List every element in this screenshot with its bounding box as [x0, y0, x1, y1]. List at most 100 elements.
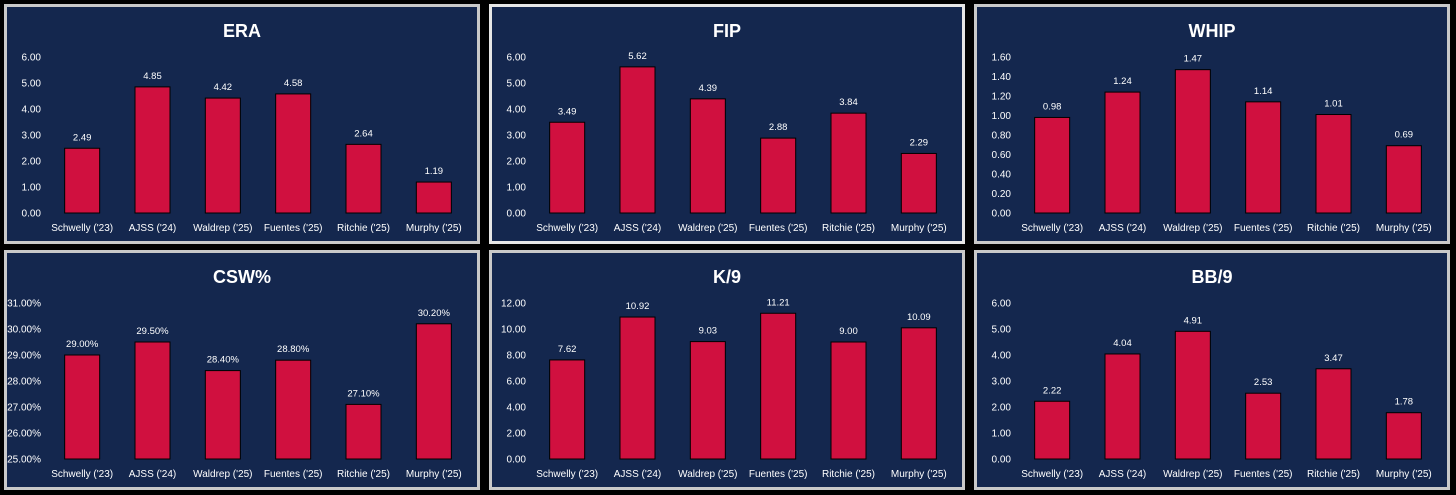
y-tick-label: 4.00 [992, 351, 1012, 362]
y-tick-label: 0.00 [507, 209, 527, 220]
bar [619, 316, 656, 460]
data-label: 7.62 [558, 344, 577, 355]
data-label: 9.00 [839, 326, 858, 337]
x-tick-label: Murphy ('25) [406, 469, 462, 480]
data-label: 4.42 [214, 82, 233, 93]
data-label: 2.22 [1043, 385, 1062, 396]
x-tick-label: AJSS ('24) [614, 223, 661, 234]
bar [204, 97, 241, 214]
y-tick-label: 8.00 [507, 351, 527, 362]
y-tick-label: 1.20 [992, 92, 1012, 103]
data-label: 11.21 [767, 297, 790, 308]
x-tick-label: Waldrep ('25) [1163, 223, 1222, 234]
y-tick-label: 29.00% [7, 351, 41, 362]
chart-title: FIP [712, 21, 741, 41]
y-tick-label: 25.00% [7, 455, 41, 466]
data-label: 4.85 [143, 71, 162, 82]
y-tick-label: 0.40 [992, 170, 1012, 181]
chart-panel-k9: K/9 0.00 2.00 4.00 6.00 8.00 10.00 12.00 7.62 Sc… [489, 250, 965, 490]
data-label: 28.80% [277, 344, 310, 355]
bar [689, 98, 726, 214]
x-tick-label: AJSS ('24) [614, 469, 661, 480]
bar [900, 152, 937, 214]
data-label: 4.58 [284, 78, 303, 89]
data-label: 30.20% [418, 308, 451, 319]
data-label: 3.84 [839, 97, 858, 108]
chart-svg: 0.00 0.20 0.40 0.60 0.80 1.00 1.20 1.40 1.60 0.98… [992, 53, 1432, 235]
y-tick-label: 3.00 [507, 131, 527, 142]
y-tick-label: 1.00 [507, 183, 527, 194]
y-tick-label: 4.00 [22, 105, 42, 116]
y-tick-label: 6.00 [22, 53, 42, 64]
x-tick-label: Schwelly ('23) [1021, 469, 1083, 480]
chart-title: CSW% [213, 267, 271, 287]
x-tick-label: Waldrep ('25) [193, 223, 252, 234]
data-label: 4.39 [699, 83, 718, 94]
x-tick-label: Schwelly ('23) [536, 223, 598, 234]
data-label: 3.47 [1324, 353, 1343, 364]
chart-panel-whip: WHIP 0.00 0.20 0.40 0.60 0.80 1.00 1.20 1.40 1.6… [974, 4, 1450, 244]
x-tick-label: Waldrep ('25) [193, 469, 252, 480]
y-tick-label: 2.00 [507, 157, 527, 168]
bar [275, 93, 312, 214]
data-label: 28.40% [207, 355, 240, 366]
data-label: 1.78 [1395, 397, 1414, 408]
x-tick-label: Fuentes ('25) [264, 469, 323, 480]
x-tick-label: Fuentes ('25) [749, 223, 808, 234]
y-tick-label: 5.00 [992, 325, 1012, 336]
chart-panel-csw: CSW% 25.00% 26.00% 27.00% 28.00% 29.00% 30.00… [4, 250, 480, 490]
bar [64, 354, 101, 460]
bar [1034, 400, 1071, 460]
bar [415, 181, 452, 214]
x-tick-label: Schwelly ('23) [1021, 223, 1083, 234]
x-tick-label: Ritchie ('25) [822, 223, 875, 234]
bar [64, 147, 101, 214]
y-tick-label: 26.00% [7, 429, 41, 440]
bar [275, 359, 312, 460]
y-tick-label: 0.00 [22, 209, 42, 220]
y-tick-label: 2.00 [992, 403, 1012, 414]
data-label: 2.49 [73, 132, 92, 143]
y-tick-label: 0.60 [992, 150, 1012, 161]
data-label: 1.19 [425, 166, 444, 177]
chart-title: WHIP [1188, 21, 1236, 41]
y-tick-label: 0.00 [507, 455, 527, 466]
data-label: 4.04 [1113, 338, 1132, 349]
data-label: 0.69 [1395, 130, 1414, 141]
data-label: 3.49 [558, 106, 577, 117]
chart-panel-fip: FIP 0.00 1.00 2.00 3.00 4.00 5.00 6.00 3.49 Schw… [489, 4, 965, 244]
y-tick-label: 3.00 [992, 377, 1012, 388]
y-tick-label: 1.00 [992, 111, 1012, 122]
y-tick-label: 28.00% [7, 377, 41, 388]
data-label: 2.29 [910, 137, 929, 148]
bar [1034, 116, 1071, 214]
x-tick-label: Ritchie ('25) [1307, 469, 1360, 480]
x-tick-label: AJSS ('24) [1099, 469, 1146, 480]
x-tick-label: Ritchie ('25) [337, 469, 390, 480]
chart-title: K/9 [712, 267, 741, 287]
data-label: 2.53 [1254, 377, 1273, 388]
y-tick-label: 2.00 [22, 157, 42, 168]
bar [1245, 392, 1282, 460]
y-tick-label: 27.00% [7, 403, 41, 414]
x-tick-label: Fuentes ('25) [264, 223, 323, 234]
chart-svg: 0.00 1.00 2.00 3.00 4.00 5.00 6.00 2.49 Schwelly… [22, 53, 462, 235]
y-tick-label: 10.00 [501, 325, 526, 336]
data-label: 29.50% [136, 326, 169, 337]
chart-panel-bb9: BB/9 0.00 1.00 2.00 3.00 4.00 5.00 6.00 2.22 Sch… [974, 250, 1450, 490]
data-label: 5.62 [628, 51, 647, 62]
x-tick-label: Murphy ('25) [891, 223, 947, 234]
data-label: 29.00% [66, 339, 99, 350]
y-tick-label: 0.00 [992, 209, 1012, 220]
bar [134, 86, 171, 214]
y-tick-label: 0.00 [992, 455, 1012, 466]
x-tick-label: Ritchie ('25) [1307, 223, 1360, 234]
x-tick-label: Schwelly ('23) [51, 223, 113, 234]
data-label: 27.10% [347, 388, 380, 399]
bar [1385, 412, 1422, 460]
bar [345, 403, 382, 460]
chart-svg: 0.00 2.00 4.00 6.00 8.00 10.00 12.00 7.62 Schwel… [501, 297, 947, 480]
bar [1174, 330, 1211, 460]
x-tick-label: Murphy ('25) [406, 223, 462, 234]
chart-svg: 0.00 1.00 2.00 3.00 4.00 5.00 6.00 3.49 Schwelly… [507, 51, 947, 234]
